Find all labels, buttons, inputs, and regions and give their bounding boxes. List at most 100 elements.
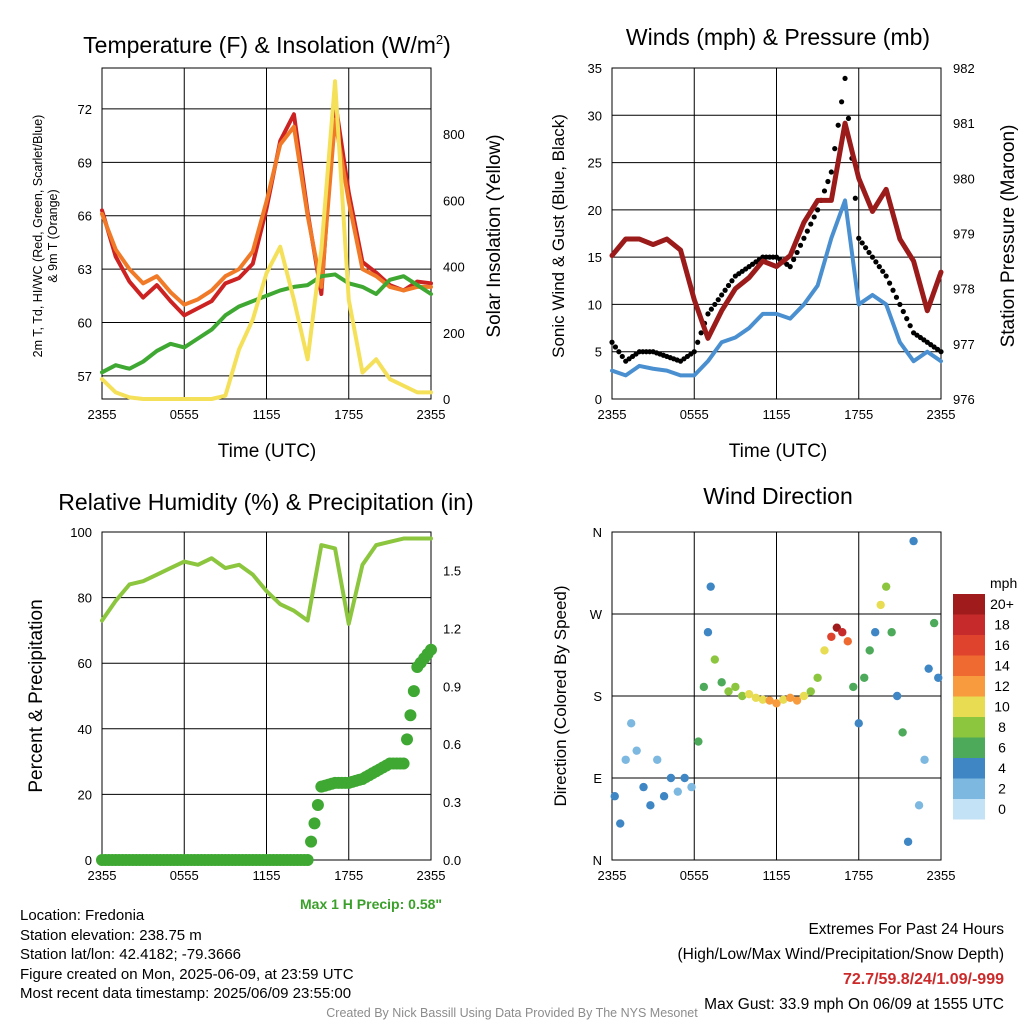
series-point <box>852 195 858 201</box>
series-point <box>715 297 721 303</box>
legend-label: 14 <box>994 658 1010 674</box>
direction-point <box>806 687 815 696</box>
extremes-box: Extremes For Past 24 Hours (High/Low/Max… <box>678 917 1005 1017</box>
direction-point <box>786 693 795 703</box>
direction-point <box>765 696 774 705</box>
series-point <box>722 287 728 293</box>
temp-left-axis-label-1: 2m T, Td, HI/WC (Red, Green, Scarlet/Blu… <box>31 115 45 358</box>
x-tick-label: 2355 <box>417 407 446 422</box>
series-line <box>100 536 433 626</box>
legend-label: 10 <box>994 699 1010 715</box>
y-tick-label: 80 <box>78 591 92 606</box>
x-tick-label: 2355 <box>927 868 956 883</box>
series-point <box>695 339 701 345</box>
legend-label: 8 <box>998 719 1006 735</box>
series-point <box>688 351 694 357</box>
y2-tick-label: 980 <box>953 171 975 186</box>
direction-point <box>898 728 907 737</box>
direction-point <box>820 646 829 655</box>
temp-x-axis-label: Time (UTC) <box>218 441 317 462</box>
y2-tick-label: 0.3 <box>443 795 461 810</box>
y-tick-label: 5 <box>595 345 602 360</box>
direction-point <box>680 773 689 783</box>
series-point <box>804 228 810 234</box>
legend-swatch <box>953 737 985 758</box>
series-point <box>897 301 903 308</box>
series-point <box>907 323 913 329</box>
series-point <box>784 261 790 267</box>
y2-tick-label: 1.5 <box>443 564 461 579</box>
direction-point <box>751 693 761 703</box>
latlon-text: Station lat/lon: 42.4182; -79.3666 <box>20 946 242 963</box>
y2-tick-label: 976 <box>953 392 975 407</box>
series-point <box>934 346 941 352</box>
legend-label: 12 <box>994 678 1010 694</box>
y-tick-label: 35 <box>588 61 602 76</box>
series-point <box>856 235 862 241</box>
rh-left-axis-label: Percent & Precipitation <box>26 599 47 792</box>
direction-point <box>687 782 696 792</box>
y-tick-label: 72 <box>78 102 92 117</box>
y2-tick-label: 200 <box>443 326 465 341</box>
y2-tick-label: 979 <box>953 227 975 242</box>
series-line <box>609 120 944 341</box>
direction-point <box>646 801 655 810</box>
series-point <box>660 352 667 358</box>
y-tick-label: 0 <box>85 853 92 868</box>
direction-point <box>653 755 662 764</box>
y-tick-label: N <box>593 853 602 868</box>
y2-tick-label: 600 <box>443 193 465 208</box>
y2-tick-label: 977 <box>953 337 975 352</box>
temp-right-axis-label: Solar Insolation (Yellow) <box>484 134 505 337</box>
y-tick-label: 66 <box>78 209 92 224</box>
series-line <box>100 117 433 307</box>
series-point <box>835 122 841 128</box>
series-point <box>705 311 711 317</box>
direction-point <box>632 746 641 755</box>
direction-point <box>792 696 802 705</box>
series-point <box>708 306 714 312</box>
max-gust-text: Max Gust: 33.9 mph On 06/09 at 1555 UTC <box>704 996 1004 1013</box>
direction-point <box>639 782 648 792</box>
series-point <box>859 240 865 246</box>
y2-tick-label: 0.9 <box>443 679 461 694</box>
series-point <box>401 733 414 746</box>
direction-point <box>892 691 902 701</box>
credit-text: Created By Nick Bassill Using Data Provi… <box>326 1006 698 1020</box>
y2-tick-label: 0.0 <box>443 853 461 868</box>
x-tick-label: 2355 <box>598 407 627 422</box>
extremes-values: 72.7/59.8/24/1.09/-999 <box>842 971 1004 988</box>
series-point <box>845 115 852 121</box>
series-point <box>808 221 814 227</box>
legend-swatch <box>953 594 985 615</box>
x-tick-label: 2355 <box>598 868 627 883</box>
x-tick-label: 1755 <box>844 868 873 883</box>
created-text: Figure created on Mon, 2025-06-09, at 23… <box>20 965 354 983</box>
x-tick-label: 2355 <box>88 868 117 883</box>
y-tick-label: 69 <box>78 155 92 170</box>
series-point <box>725 282 732 289</box>
direction-point <box>929 618 939 628</box>
series-point <box>815 207 821 213</box>
x-tick-label: 1755 <box>334 868 363 883</box>
legend-label: 18 <box>994 617 1010 633</box>
series-point <box>712 301 718 308</box>
legend-swatch <box>953 758 985 779</box>
y-tick-label: S <box>593 689 602 704</box>
y-tick-label: 63 <box>78 262 92 277</box>
series-point <box>869 254 876 260</box>
legend-label: 4 <box>998 760 1006 776</box>
direction-point <box>772 699 781 708</box>
direction-point <box>876 600 885 610</box>
series-point <box>876 264 882 270</box>
x-tick-label: 1155 <box>253 407 281 422</box>
rh-panel-title: Relative Humidity (%) & Precipitation (i… <box>58 489 473 515</box>
series-point <box>719 292 725 298</box>
series-point <box>886 280 893 286</box>
temp-left-axis-label-2: & 9m T (Orange) <box>46 189 60 282</box>
y2-tick-label: 0 <box>443 392 450 407</box>
winds-right-axis-label: Station Pressure (Maroon) <box>998 125 1019 348</box>
direction-point <box>699 682 709 692</box>
series-point <box>900 308 906 315</box>
series-point <box>883 273 889 279</box>
